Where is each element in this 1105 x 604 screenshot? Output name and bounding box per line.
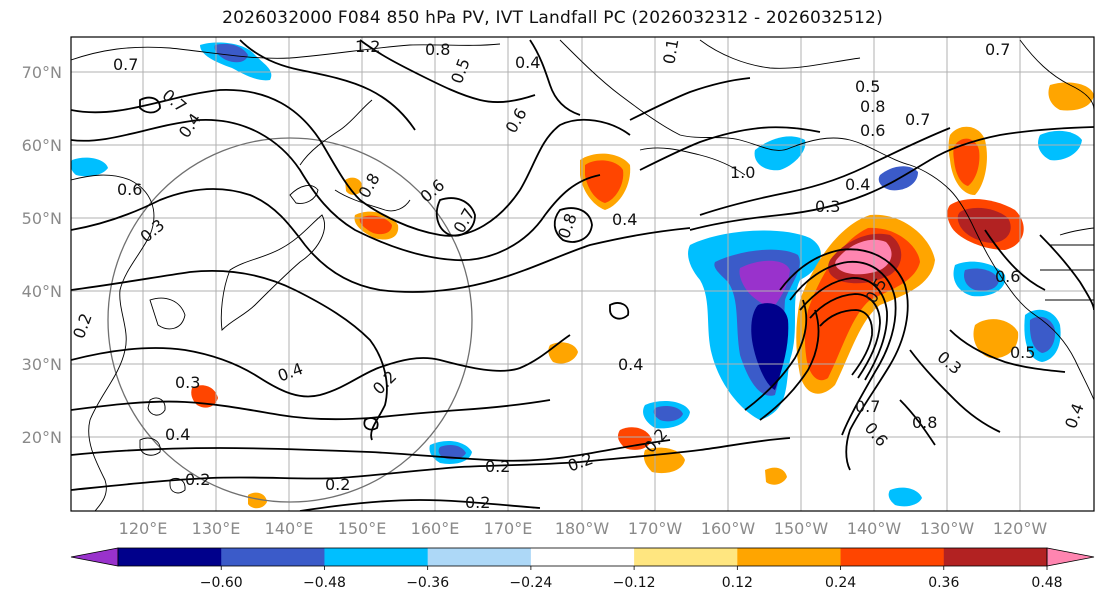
contour-label: 0.7 xyxy=(905,110,930,129)
lon-label: 150°W xyxy=(774,519,829,538)
positive-anomaly-region xyxy=(973,319,1019,359)
contour-label: 0.6 xyxy=(860,121,885,140)
contour-label: 0.2 xyxy=(325,475,350,494)
lat-label: 40°N xyxy=(22,282,62,301)
colorbar-extend-low xyxy=(70,547,119,567)
contour-label: 0.4 xyxy=(165,425,190,444)
contour-label: 0.8 xyxy=(912,413,937,432)
lat-label: 30°N xyxy=(22,355,62,374)
negative-anomaly-region xyxy=(739,260,790,310)
lon-label: 170°W xyxy=(628,519,683,538)
colorbar-tick-label: 0.36 xyxy=(928,575,959,591)
lon-label: 140°W xyxy=(847,519,902,538)
colorbar-tick-label: −0.24 xyxy=(509,575,552,591)
lon-label: 130°W xyxy=(920,519,975,538)
contour-label: 0.2 xyxy=(485,457,510,476)
colorbar-tick-label: 0.48 xyxy=(1031,575,1062,591)
latitude-labels: 70°N 60°N 50°N 40°N 30°N 20°N xyxy=(22,63,62,447)
contour-label: 0.7 xyxy=(855,397,880,416)
contour-label: 1.2 xyxy=(355,37,380,56)
positive-anomaly-region xyxy=(835,239,892,275)
positive-anomaly-region xyxy=(643,447,685,474)
longitude-labels: 120°E 130°E 140°E 150°E 160°E 170°E 180°… xyxy=(119,519,1048,538)
negative-anomaly-region xyxy=(1038,130,1082,161)
colorbar-tick-label: −0.12 xyxy=(613,575,656,591)
positive-anomaly-region xyxy=(345,177,363,195)
positive-anomaly-region xyxy=(548,342,578,364)
negative-anomaly-region xyxy=(751,303,789,390)
lon-label: 130°E xyxy=(192,519,241,538)
contour-label: 0.8 xyxy=(425,40,450,59)
coastlines xyxy=(71,39,1094,511)
pv-contours xyxy=(71,39,1094,511)
page-title: 2026032000 F084 850 hPa PV, IVT Landfall… xyxy=(222,8,883,28)
lon-label: 180°W xyxy=(555,519,610,538)
contour-label: 0.6 xyxy=(117,180,142,199)
contour-label: 0.7 xyxy=(985,40,1010,59)
colorbar-bin xyxy=(324,548,429,566)
contour-label: 0.4 xyxy=(845,175,870,194)
negative-anomaly-region xyxy=(438,445,466,460)
lon-label: 170°E xyxy=(484,519,533,538)
negative-anomaly-region xyxy=(653,406,683,422)
contour-label: 0.5 xyxy=(1010,343,1035,362)
positive-anomaly-region xyxy=(585,160,624,203)
contour-label: 0.8 xyxy=(860,97,885,116)
contour-label: 0.4 xyxy=(515,53,540,72)
lat-label: 70°N xyxy=(22,63,62,82)
lon-label: 120°E xyxy=(119,519,168,538)
colorbar-tick-label: −0.48 xyxy=(303,575,346,591)
contour-label: 0.7 xyxy=(113,55,138,74)
colorbar: −0.60 −0.48 −0.36 −0.24 −0.12 0.12 0.24 0.36 0.4… xyxy=(70,547,1095,591)
colorbar-tick-label: 0.12 xyxy=(722,575,753,591)
negative-anomaly-region xyxy=(71,157,108,177)
colorbar-bin xyxy=(840,548,945,566)
lon-label: 150°E xyxy=(338,519,387,538)
lon-label: 140°E xyxy=(265,519,314,538)
contour-label: 0.4 xyxy=(618,355,643,374)
negative-anomaly-region xyxy=(888,487,922,507)
contour-label: 0.2 xyxy=(185,470,210,489)
positive-anomaly-region xyxy=(359,215,392,235)
contour-label: 1.0 xyxy=(730,163,755,182)
colorbar-tick-label: −0.60 xyxy=(200,575,243,591)
colorbar-bin xyxy=(530,548,635,566)
landfall-region-circle xyxy=(107,137,473,503)
colorbar-bin xyxy=(118,548,222,566)
lat-label: 20°N xyxy=(22,428,62,447)
lat-label: 60°N xyxy=(22,136,62,155)
colorbar-bin xyxy=(737,548,842,566)
positive-anomaly-region xyxy=(191,385,218,408)
colorbar-bin xyxy=(634,548,738,566)
colorbar-bin xyxy=(943,548,1048,566)
positive-anomaly-region xyxy=(248,492,267,509)
colorbar-extend-high xyxy=(1046,547,1095,567)
contour-label: 0.1 xyxy=(659,37,682,65)
lat-label: 50°N xyxy=(22,209,62,228)
lon-label: 160°E xyxy=(411,519,460,538)
lon-label: 120°W xyxy=(993,519,1048,538)
contour-label: 0.3 xyxy=(815,197,840,216)
contour-label: 0.4 xyxy=(612,210,637,229)
colorbar-bin xyxy=(427,548,532,566)
contour-label-layer: 0.7 0.7 0.4 1.2 0.8 0.4 0.1 0.7 0.5 0.8 … xyxy=(71,37,1088,512)
positive-anomaly-region xyxy=(765,467,787,485)
positive-anomaly-region xyxy=(953,138,980,186)
lon-label: 160°W xyxy=(701,519,756,538)
map-frame xyxy=(70,36,1095,512)
colorbar-outline xyxy=(117,547,1048,567)
positive-anomaly-region xyxy=(957,207,1011,243)
graticule xyxy=(71,37,1094,511)
contour-label: 0.5 xyxy=(855,77,880,96)
positive-anomaly-region xyxy=(1048,82,1094,111)
colorbar-tick-label: 0.24 xyxy=(825,575,856,591)
colorbar-tick-label: −0.36 xyxy=(406,575,449,591)
contour-label: 0.6 xyxy=(995,267,1020,286)
contour-label: 0.2 xyxy=(465,493,490,512)
negative-anomaly-region xyxy=(214,43,248,63)
contour-label: 0.3 xyxy=(175,373,200,392)
colorbar-bin xyxy=(221,548,325,566)
negative-anomaly-region xyxy=(964,268,999,291)
